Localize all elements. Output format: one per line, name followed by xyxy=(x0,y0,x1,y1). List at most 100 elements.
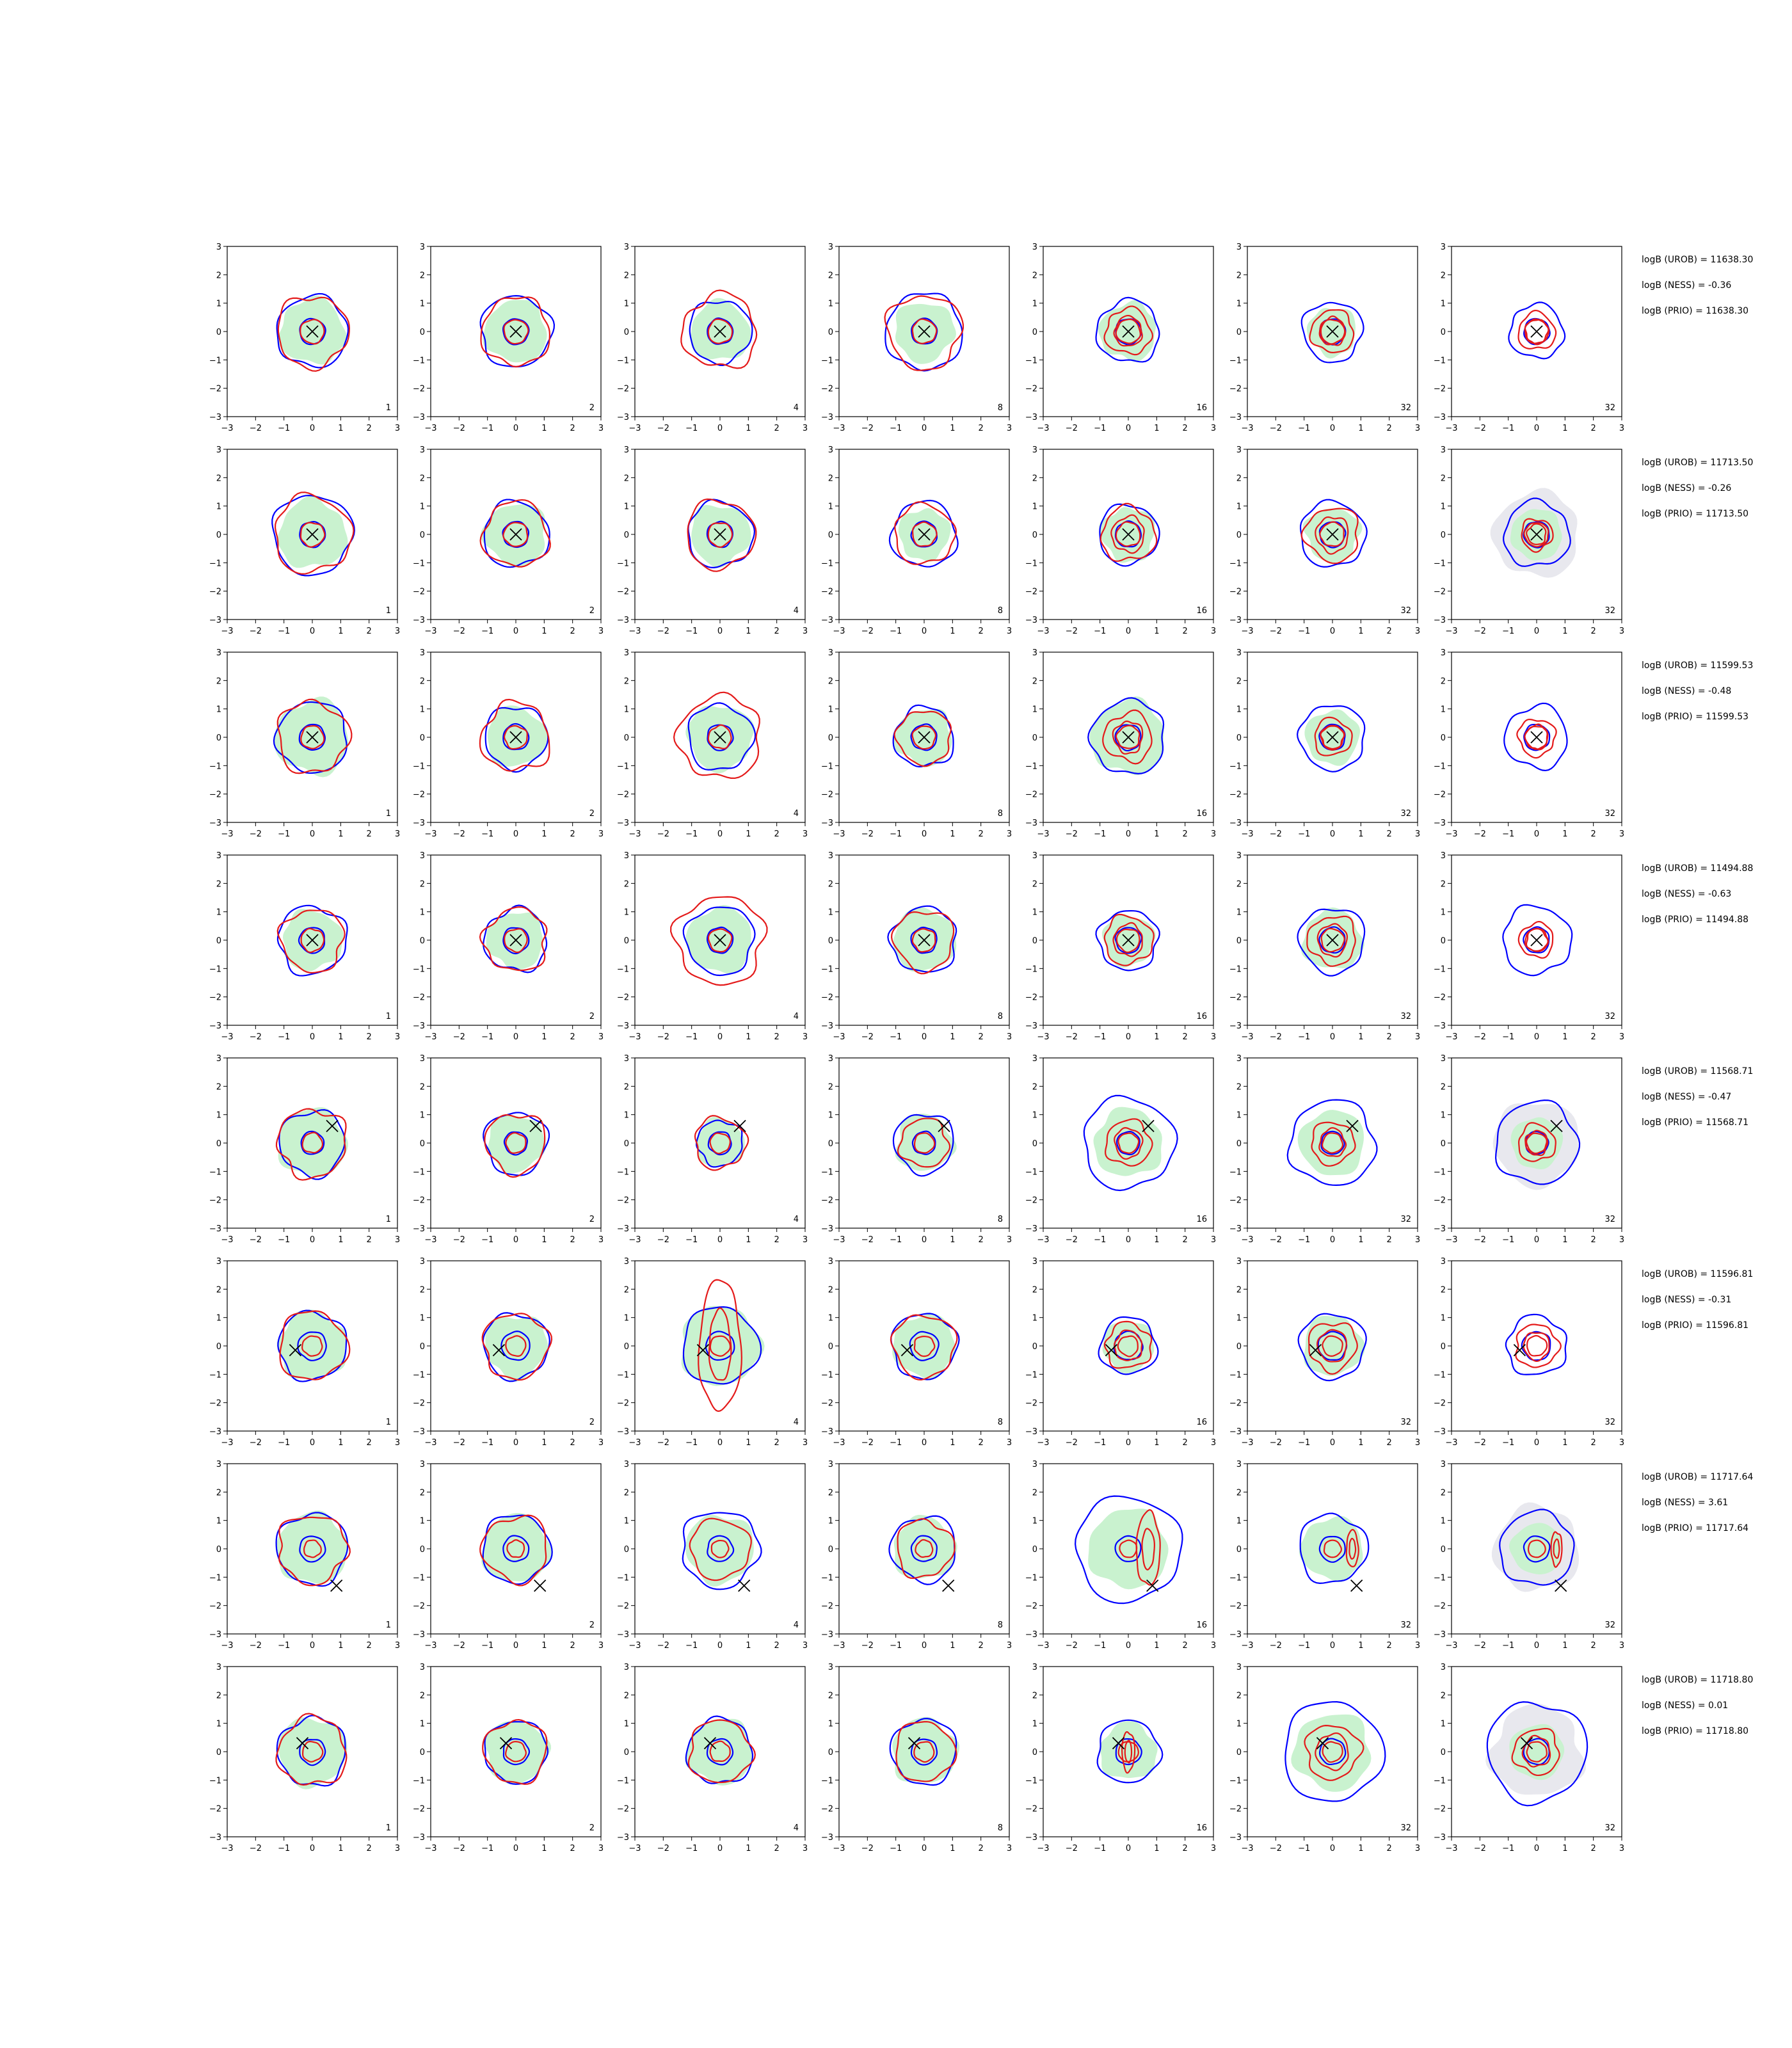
y-tick-label: −3 xyxy=(413,1021,425,1031)
x-tick-label: −1 xyxy=(1094,1844,1106,1853)
y-tick-label: −3 xyxy=(413,819,425,828)
panel-r7-c4: −3 −2 −1 0 1 2 3 −3 −2 −1 0 1 2 3 8 xyxy=(821,1460,1012,1651)
red-contour-outer xyxy=(479,698,550,772)
x-tick-label: 3 xyxy=(1007,1844,1012,1853)
panel-r7-c7: −3 −2 −1 0 1 2 3 −3 −2 −1 0 1 2 3 32 xyxy=(1434,1460,1624,1651)
x-tick-label: −2 xyxy=(250,829,262,839)
y-tick-label: −1 xyxy=(413,762,425,771)
y-tick-label: 3 xyxy=(216,1460,221,1469)
density-fill xyxy=(278,296,348,365)
y-tick-label: 2 xyxy=(828,879,833,889)
logb-prio-label: logB (PRIO) = 11717.64 xyxy=(1642,1523,1748,1533)
x-tick-label: 2 xyxy=(1591,1438,1596,1448)
true-value-marker xyxy=(1326,731,1339,744)
y-tick-label: −3 xyxy=(1434,1630,1446,1640)
x-tick-label: −3 xyxy=(221,627,233,636)
logb-ness-label: logB (NESS) = -0.31 xyxy=(1642,1295,1731,1305)
x-tick-label: 2 xyxy=(1387,424,1392,433)
blue-contour-outer xyxy=(1503,497,1571,567)
red-contour-outer xyxy=(897,1518,956,1580)
panel-r4-c7: −3 −2 −1 0 1 2 3 −3 −2 −1 0 1 2 3 32 xyxy=(1434,851,1624,1042)
y-tick-label: 3 xyxy=(216,243,221,252)
panel-contours xyxy=(685,1715,756,1786)
y-tick-label: −1 xyxy=(413,1573,425,1583)
y-tick-label: −1 xyxy=(1025,1573,1037,1583)
x-tick-label: −1 xyxy=(481,829,493,839)
blue-contour-outer xyxy=(1499,1508,1575,1586)
x-tick-label: 1 xyxy=(1154,424,1159,433)
red-contour-outer xyxy=(277,296,350,372)
true-value-marker xyxy=(296,1737,309,1750)
panel-contours xyxy=(1297,1313,1367,1382)
x-tick-label: 3 xyxy=(803,1844,808,1853)
x-tick-label: 3 xyxy=(1619,1235,1624,1245)
true-value-marker xyxy=(1309,1344,1322,1357)
x-tick-label: −3 xyxy=(628,1235,641,1245)
y-tick-label: 3 xyxy=(216,1257,221,1267)
panel-badge: 8 xyxy=(998,1215,1003,1224)
y-tick-label: −1 xyxy=(1434,1167,1446,1177)
y-tick-label: 2 xyxy=(420,1285,425,1295)
panel-r2-c3: −3 −2 −1 0 1 2 3 −3 −2 −1 0 1 2 3 4 xyxy=(617,445,808,636)
density-fill xyxy=(691,298,751,360)
x-tick-label: 1 xyxy=(1562,1235,1567,1245)
y-tick-label: −3 xyxy=(209,413,221,422)
y-tick-label: 1 xyxy=(216,1111,221,1121)
panel-badge: 32 xyxy=(1604,809,1615,819)
x-tick-label: 0 xyxy=(717,829,723,839)
y-tick-label: −3 xyxy=(209,616,221,625)
true-value-marker xyxy=(499,1737,513,1750)
x-tick-label: 3 xyxy=(1415,1438,1420,1448)
x-tick-label: 0 xyxy=(922,1641,927,1651)
true-value-marker xyxy=(714,934,726,947)
blue-contour-outer xyxy=(479,295,556,368)
x-tick-label: 2 xyxy=(1387,627,1392,636)
y-tick-label: 0 xyxy=(1032,328,1037,337)
y-tick-label: 0 xyxy=(1441,1342,1446,1352)
y-tick-label: −2 xyxy=(413,588,425,597)
y-tick-label: 1 xyxy=(1032,1720,1037,1729)
panel-badge: 8 xyxy=(998,1418,1003,1427)
true-value-marker xyxy=(1350,1579,1363,1592)
logb-prio-label: logB (PRIO) = 11718.80 xyxy=(1642,1726,1748,1736)
y-tick-label: −2 xyxy=(1025,1805,1037,1814)
blue-contour-inner xyxy=(297,1331,327,1361)
true-value-marker xyxy=(509,934,522,947)
y-tick-label: 1 xyxy=(1032,1111,1037,1121)
y-tick-label: 3 xyxy=(1441,243,1446,252)
x-tick-label: 0 xyxy=(1534,1641,1539,1651)
logb-ness-label: logB (NESS) = -0.63 xyxy=(1642,889,1731,899)
y-tick-label: 2 xyxy=(1441,676,1446,686)
y-tick-label: −1 xyxy=(1229,1776,1242,1786)
y-tick-label: −1 xyxy=(617,1573,629,1583)
y-tick-label: −1 xyxy=(1229,1167,1242,1177)
y-tick-label: −1 xyxy=(413,1167,425,1177)
blue-contour-outer xyxy=(1503,702,1568,772)
blue-contour-outer xyxy=(1096,1719,1164,1784)
x-tick-label: 0 xyxy=(922,424,927,433)
red-contour-mid xyxy=(1318,315,1347,346)
x-tick-label: −3 xyxy=(1037,1641,1049,1651)
x-tick-label: −3 xyxy=(424,424,436,433)
y-tick-label: −2 xyxy=(1434,385,1446,394)
y-tick-label: 0 xyxy=(624,1748,629,1757)
y-tick-label: 1 xyxy=(1236,705,1242,715)
x-tick-label: 0 xyxy=(310,1235,315,1245)
y-tick-label: 3 xyxy=(828,648,833,658)
panel-r5-c1: −3 −2 −1 0 1 2 3 −3 −2 −1 0 1 2 3 1 xyxy=(209,1054,400,1245)
y-tick-label: −2 xyxy=(209,1602,221,1612)
y-tick-label: 1 xyxy=(420,1314,425,1324)
x-tick-label: 3 xyxy=(598,627,604,636)
y-tick-label: −3 xyxy=(1434,1021,1446,1031)
y-tick-label: 2 xyxy=(216,676,221,686)
x-tick-label: 1 xyxy=(541,1844,547,1853)
blue-contour-outer xyxy=(276,904,348,977)
blue-contour-outer xyxy=(484,1721,549,1785)
y-tick-label: −2 xyxy=(1229,790,1242,800)
y-tick-label: 2 xyxy=(420,879,425,889)
y-tick-label: −1 xyxy=(1434,762,1446,771)
red-contour-inner xyxy=(1524,928,1549,952)
x-tick-label: −2 xyxy=(861,1844,874,1853)
blue-contour-inner xyxy=(910,926,938,954)
x-tick-label: −3 xyxy=(833,829,845,839)
